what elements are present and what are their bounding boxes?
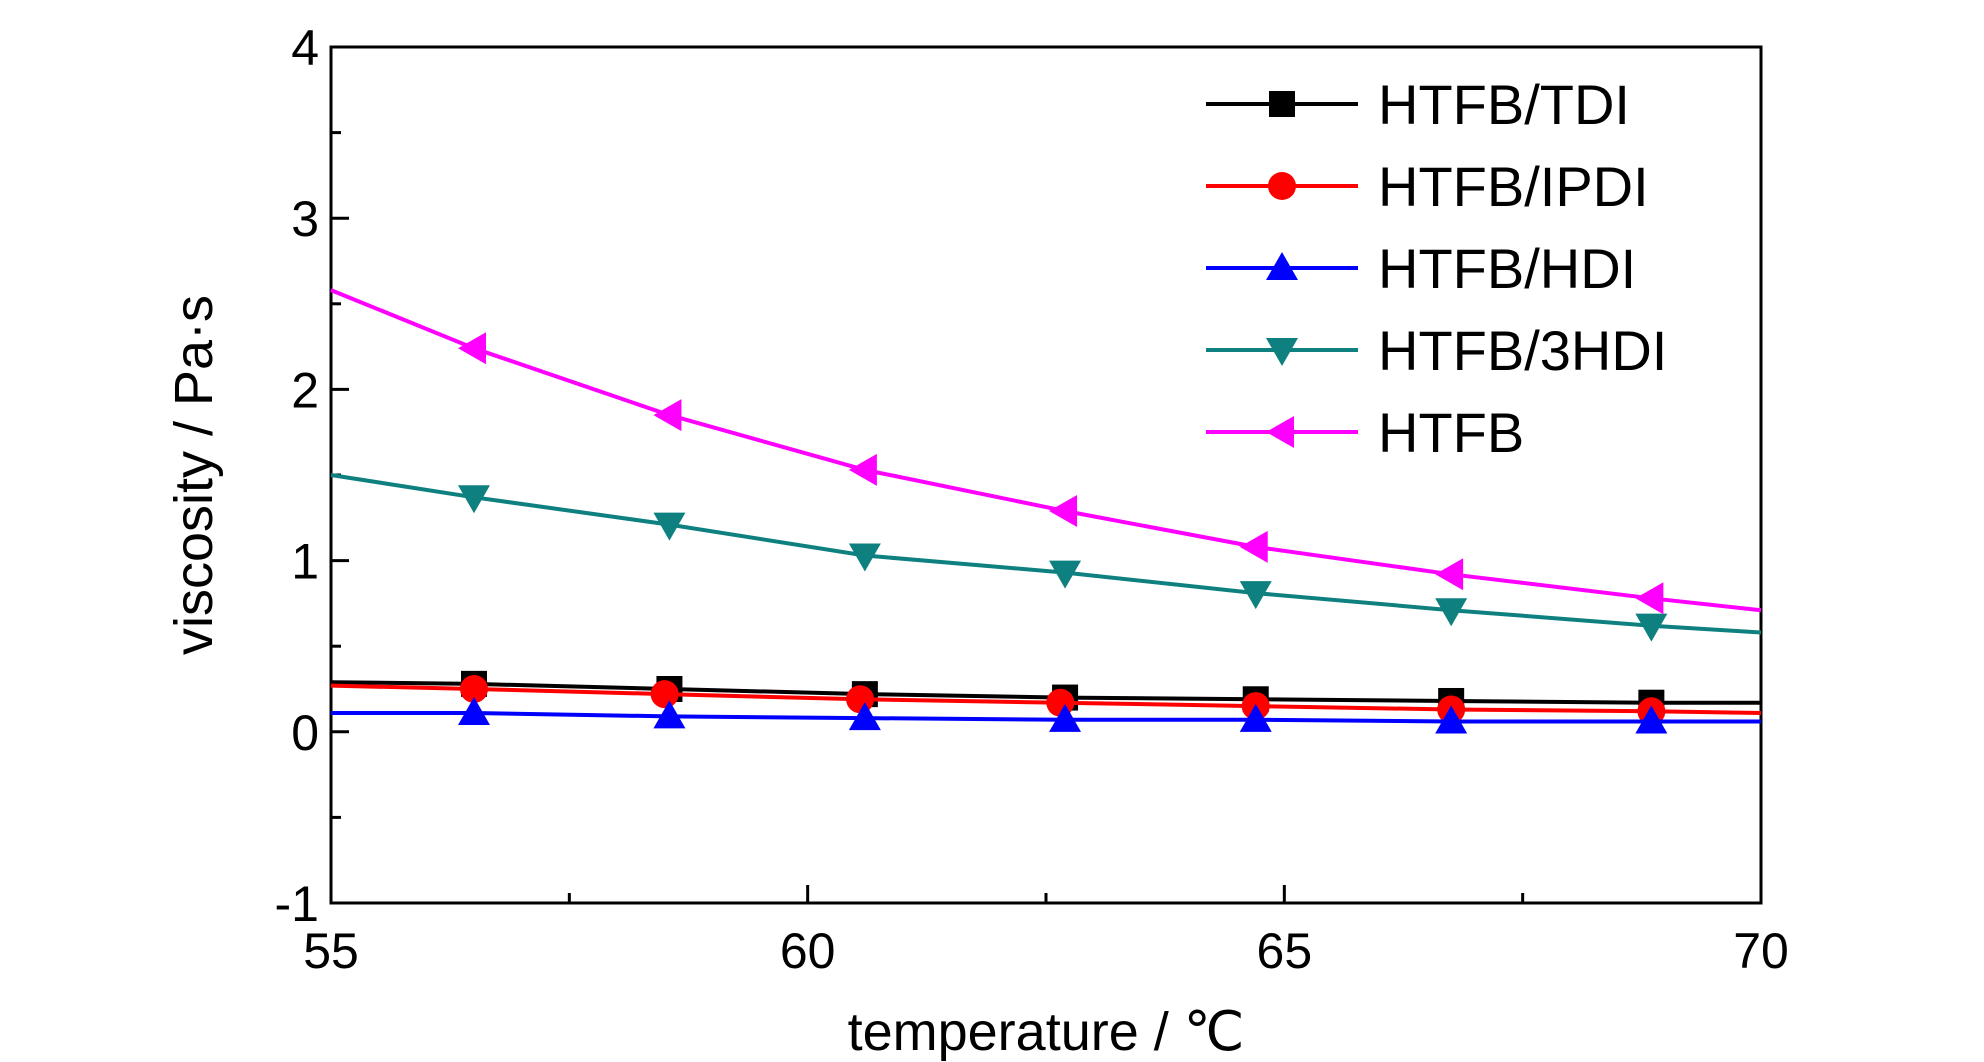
series-line	[331, 711, 1761, 724]
data-point	[460, 675, 488, 703]
x-tick-label: 60	[780, 923, 836, 979]
data-point	[846, 685, 875, 714]
data-point	[653, 700, 686, 729]
y-axis-title: viscosity / Pa·s	[164, 295, 224, 655]
data-point	[458, 696, 490, 725]
data-point	[1635, 613, 1668, 642]
data-point	[1049, 494, 1078, 527]
data-point	[1435, 598, 1468, 627]
y-tick-label: -1	[275, 876, 319, 932]
legend-label: HTFB/3HDI	[1378, 319, 1667, 382]
data-point	[458, 485, 490, 514]
legend-item: HTFB/HDI	[1206, 237, 1636, 300]
legend: HTFB/TDI HTFB/IPDI HTFB/HDI HTFB/3HDI HTFB	[1206, 73, 1667, 464]
series-line	[330, 683, 1762, 715]
data-point	[848, 702, 881, 731]
x-tick-label: 65	[1257, 923, 1313, 979]
legend-label: HTFB/HDI	[1378, 237, 1636, 300]
data-point	[848, 543, 881, 572]
data-point	[1049, 703, 1082, 732]
y-tick-label: 1	[291, 534, 319, 590]
data-point	[1435, 705, 1468, 734]
x-tick-labels: 55 60 65 70	[303, 923, 1789, 979]
data-point	[1635, 705, 1668, 734]
data-point	[458, 332, 486, 365]
legend-marker	[1266, 416, 1294, 448]
data-point	[650, 680, 679, 709]
y-tick-label: 0	[291, 705, 319, 761]
series-htfb-hdi	[331, 696, 1761, 734]
legend-item: HTFB	[1206, 401, 1524, 464]
plot-area	[330, 288, 1762, 734]
data-point	[1239, 703, 1272, 732]
series-htfb-ipdi	[330, 675, 1762, 726]
legend-marker	[1269, 91, 1295, 117]
legend-item: HTFB/IPDI	[1206, 155, 1649, 218]
series-line	[330, 473, 1762, 635]
legend-label: HTFB	[1378, 401, 1524, 464]
data-point	[1239, 530, 1268, 563]
data-point	[653, 399, 682, 432]
data-point	[1239, 581, 1272, 610]
x-tick-label: 70	[1733, 923, 1789, 979]
data-point	[848, 453, 877, 486]
y-tick-label: 3	[291, 191, 319, 247]
series-htfb	[330, 288, 1762, 615]
legend-label: HTFB/TDI	[1378, 73, 1630, 136]
data-point	[1049, 560, 1082, 589]
legend-marker	[1266, 252, 1298, 280]
legend-label: HTFB/IPDI	[1378, 155, 1649, 218]
data-point	[1635, 582, 1664, 615]
data-point	[1435, 558, 1464, 591]
data-point	[653, 512, 686, 541]
legend-item: HTFB/3HDI	[1206, 319, 1667, 382]
legend-marker	[1266, 338, 1298, 366]
y-tick-label: 2	[291, 362, 319, 418]
series-htfb-3hdi	[330, 473, 1762, 642]
legend-marker	[1268, 172, 1296, 200]
legend-item: HTFB/TDI	[1206, 73, 1630, 136]
y-tick-label: 4	[291, 20, 319, 76]
x-axis-title: temperature / ℃	[848, 1002, 1245, 1062]
x-tick-label: 55	[303, 923, 359, 979]
y-tick-labels: -1 0 1 2 3 4	[275, 20, 319, 932]
